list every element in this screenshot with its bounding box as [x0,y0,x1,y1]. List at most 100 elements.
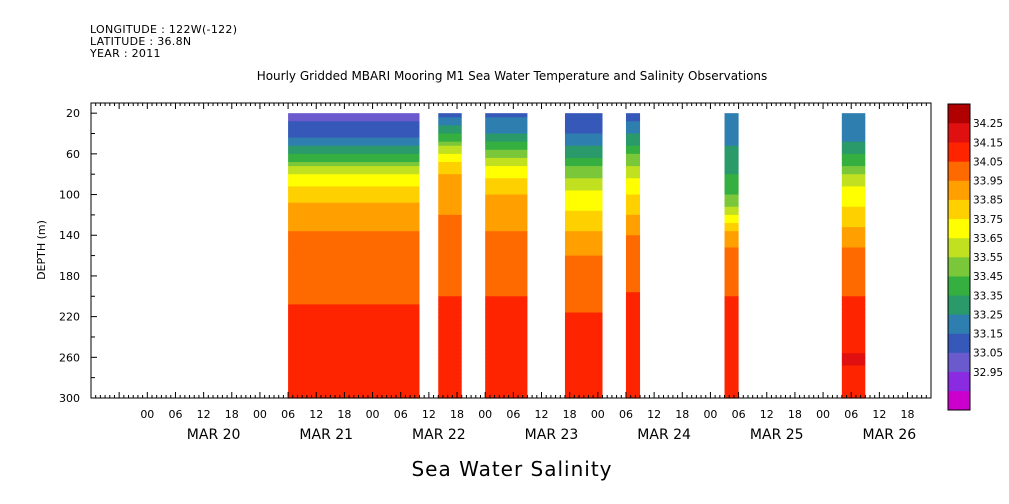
salinity-cell [485,381,528,387]
salinity-cell [438,141,462,147]
salinity-cell [288,231,420,236]
salinity-cell [485,275,528,281]
salinity-cell [564,223,603,228]
salinity-cell [841,393,866,399]
colorbar-label: 34.25 [973,118,1003,130]
salinity-cell [564,389,603,395]
salinity-cell [564,145,603,151]
salinity-cell [841,263,866,269]
salinity-cell [841,332,866,338]
salinity-cell [485,385,528,391]
salinity-cell [485,296,528,301]
salinity-cell [841,227,866,232]
salinity-cell [288,300,420,306]
salinity-cell [288,369,420,375]
salinity-cell [564,231,603,236]
salinity-cell [625,153,641,159]
y-tick-label: 140 [59,229,80,242]
salinity-cell [724,186,739,192]
salinity-cell [485,214,528,220]
salinity-cell [724,381,739,387]
salinity-cell [625,389,641,395]
x-axis-label: Sea Water Salinity [411,457,612,481]
colorbar-label: 33.45 [973,271,1003,283]
x-hour-tick-label: 06 [844,408,858,421]
salinity-cell [724,223,739,228]
salinity-cell [625,328,641,334]
salinity-cell [438,300,462,306]
salinity-cell [438,247,462,253]
salinity-cell [625,292,641,297]
salinity-cell [564,178,603,183]
salinity-cell [724,353,739,358]
salinity-cell [625,198,641,204]
salinity-cell [564,121,603,126]
salinity-cell [564,304,603,310]
colorbar-frame [947,103,971,411]
colorbar-label: 33.85 [973,195,1003,207]
salinity-cell [485,328,528,334]
data-segments [288,113,866,399]
x-hour-tick-label: 12 [309,408,323,421]
colorbar: 34.25 34.15 34.05 33.95 33.85 33.75 33.65 33.55… [947,103,1003,411]
salinity-cell [724,296,739,301]
salinity-cell [485,336,528,342]
salinity-cell [841,345,866,350]
salinity-cell [841,231,866,236]
salinity-cell [841,308,866,314]
salinity-cell [438,377,462,383]
salinity-cell [724,267,739,273]
salinity-cell [288,389,420,395]
salinity-cell [841,389,866,395]
y-axis-label: DEPTH (m) [35,220,48,280]
salinity-cell [724,288,739,293]
salinity-cell [841,280,866,285]
colorbar-swatch [948,333,970,353]
salinity-cell [724,206,739,212]
salinity-cell [841,198,866,204]
salinity-cell [841,349,866,354]
salinity-cell [625,255,641,261]
salinity-cell [288,271,420,277]
longitude-label: LONGITUDE : 122W(-122) [90,23,238,36]
salinity-cell [564,214,603,220]
salinity-cell [564,162,603,167]
salinity-cell [485,210,528,216]
salinity-cell [485,373,528,379]
salinity-cell [724,369,739,375]
salinity-cell [288,365,420,371]
salinity-cell [564,381,603,387]
salinity-cell [438,361,462,367]
salinity-cell [625,373,641,379]
salinity-cell [625,174,641,179]
salinity-cell [438,133,462,139]
salinity-cell [841,312,866,318]
salinity-cell [724,341,739,346]
salinity-cell [438,157,462,163]
salinity-cell [438,345,462,350]
salinity-cell [288,113,420,118]
salinity-cell [288,149,420,155]
salinity-cell [625,300,641,306]
salinity-cell [724,214,739,220]
salinity-cell [724,393,739,399]
salinity-cell [625,133,641,139]
salinity-cell [288,259,420,265]
salinity-cell [485,137,528,143]
salinity-cell [288,182,420,188]
y-tick-label: 60 [66,148,80,161]
salinity-cell [485,190,528,196]
x-hour-tick-label: 12 [197,408,211,421]
salinity-cell [564,267,603,273]
salinity-cell [724,332,739,338]
x-day-label: MAR 26 [863,427,917,443]
salinity-cell [625,361,641,367]
salinity-cell [438,255,462,261]
salinity-cell [841,129,866,135]
salinity-cell [438,174,462,179]
salinity-cell [625,190,641,196]
salinity-cell [625,235,641,240]
salinity-cell [841,365,866,371]
salinity-cell [288,284,420,289]
salinity-cell [564,349,603,354]
